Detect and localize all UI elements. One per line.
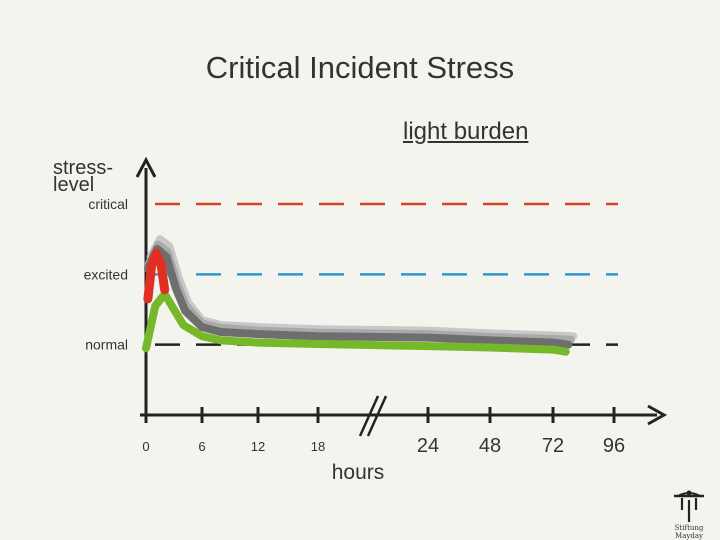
y-axis-label-line1: stress- bbox=[53, 157, 113, 179]
y-axis-label-line2: level bbox=[53, 174, 94, 196]
x-axis-arrow bbox=[647, 404, 668, 426]
axis-break-mark bbox=[358, 395, 380, 437]
logo: Stiftung Mayday bbox=[660, 488, 718, 540]
x-tick-label: 96 bbox=[603, 435, 625, 457]
axis-break-mark bbox=[366, 395, 388, 437]
reference-label-normal: normal bbox=[85, 337, 128, 353]
x-tick-label: 18 bbox=[311, 439, 325, 454]
y-axis-arrow bbox=[135, 156, 157, 178]
reference-label-excited: excited bbox=[84, 266, 128, 282]
stress-curve-1 bbox=[146, 235, 578, 341]
x-tick-label: 0 bbox=[142, 439, 149, 454]
stress-curve-3 bbox=[143, 245, 573, 349]
x-axis-label: hours bbox=[332, 461, 385, 484]
x-tick-label: 24 bbox=[417, 435, 439, 457]
axis-labels: 0 6 12 18 24 48 72 96 critical excited normal stres… bbox=[53, 157, 625, 484]
reference-label-critical: critical bbox=[88, 196, 128, 212]
x-tick-label: 6 bbox=[198, 439, 205, 454]
logo-text: Stiftung Mayday bbox=[674, 524, 704, 540]
series-group bbox=[142, 235, 578, 356]
x-tick-label: 12 bbox=[251, 439, 265, 454]
chart-title: Critical Incident Stress bbox=[205, 50, 515, 85]
logo-mark-icon bbox=[674, 490, 704, 522]
stress-curve-5 bbox=[143, 248, 170, 304]
axes bbox=[135, 156, 668, 437]
x-tick-label: 72 bbox=[542, 435, 564, 457]
chart-subtitle: light burden bbox=[403, 118, 529, 145]
x-tick-label: 48 bbox=[479, 435, 501, 457]
stress-curve-2 bbox=[144, 240, 575, 344]
